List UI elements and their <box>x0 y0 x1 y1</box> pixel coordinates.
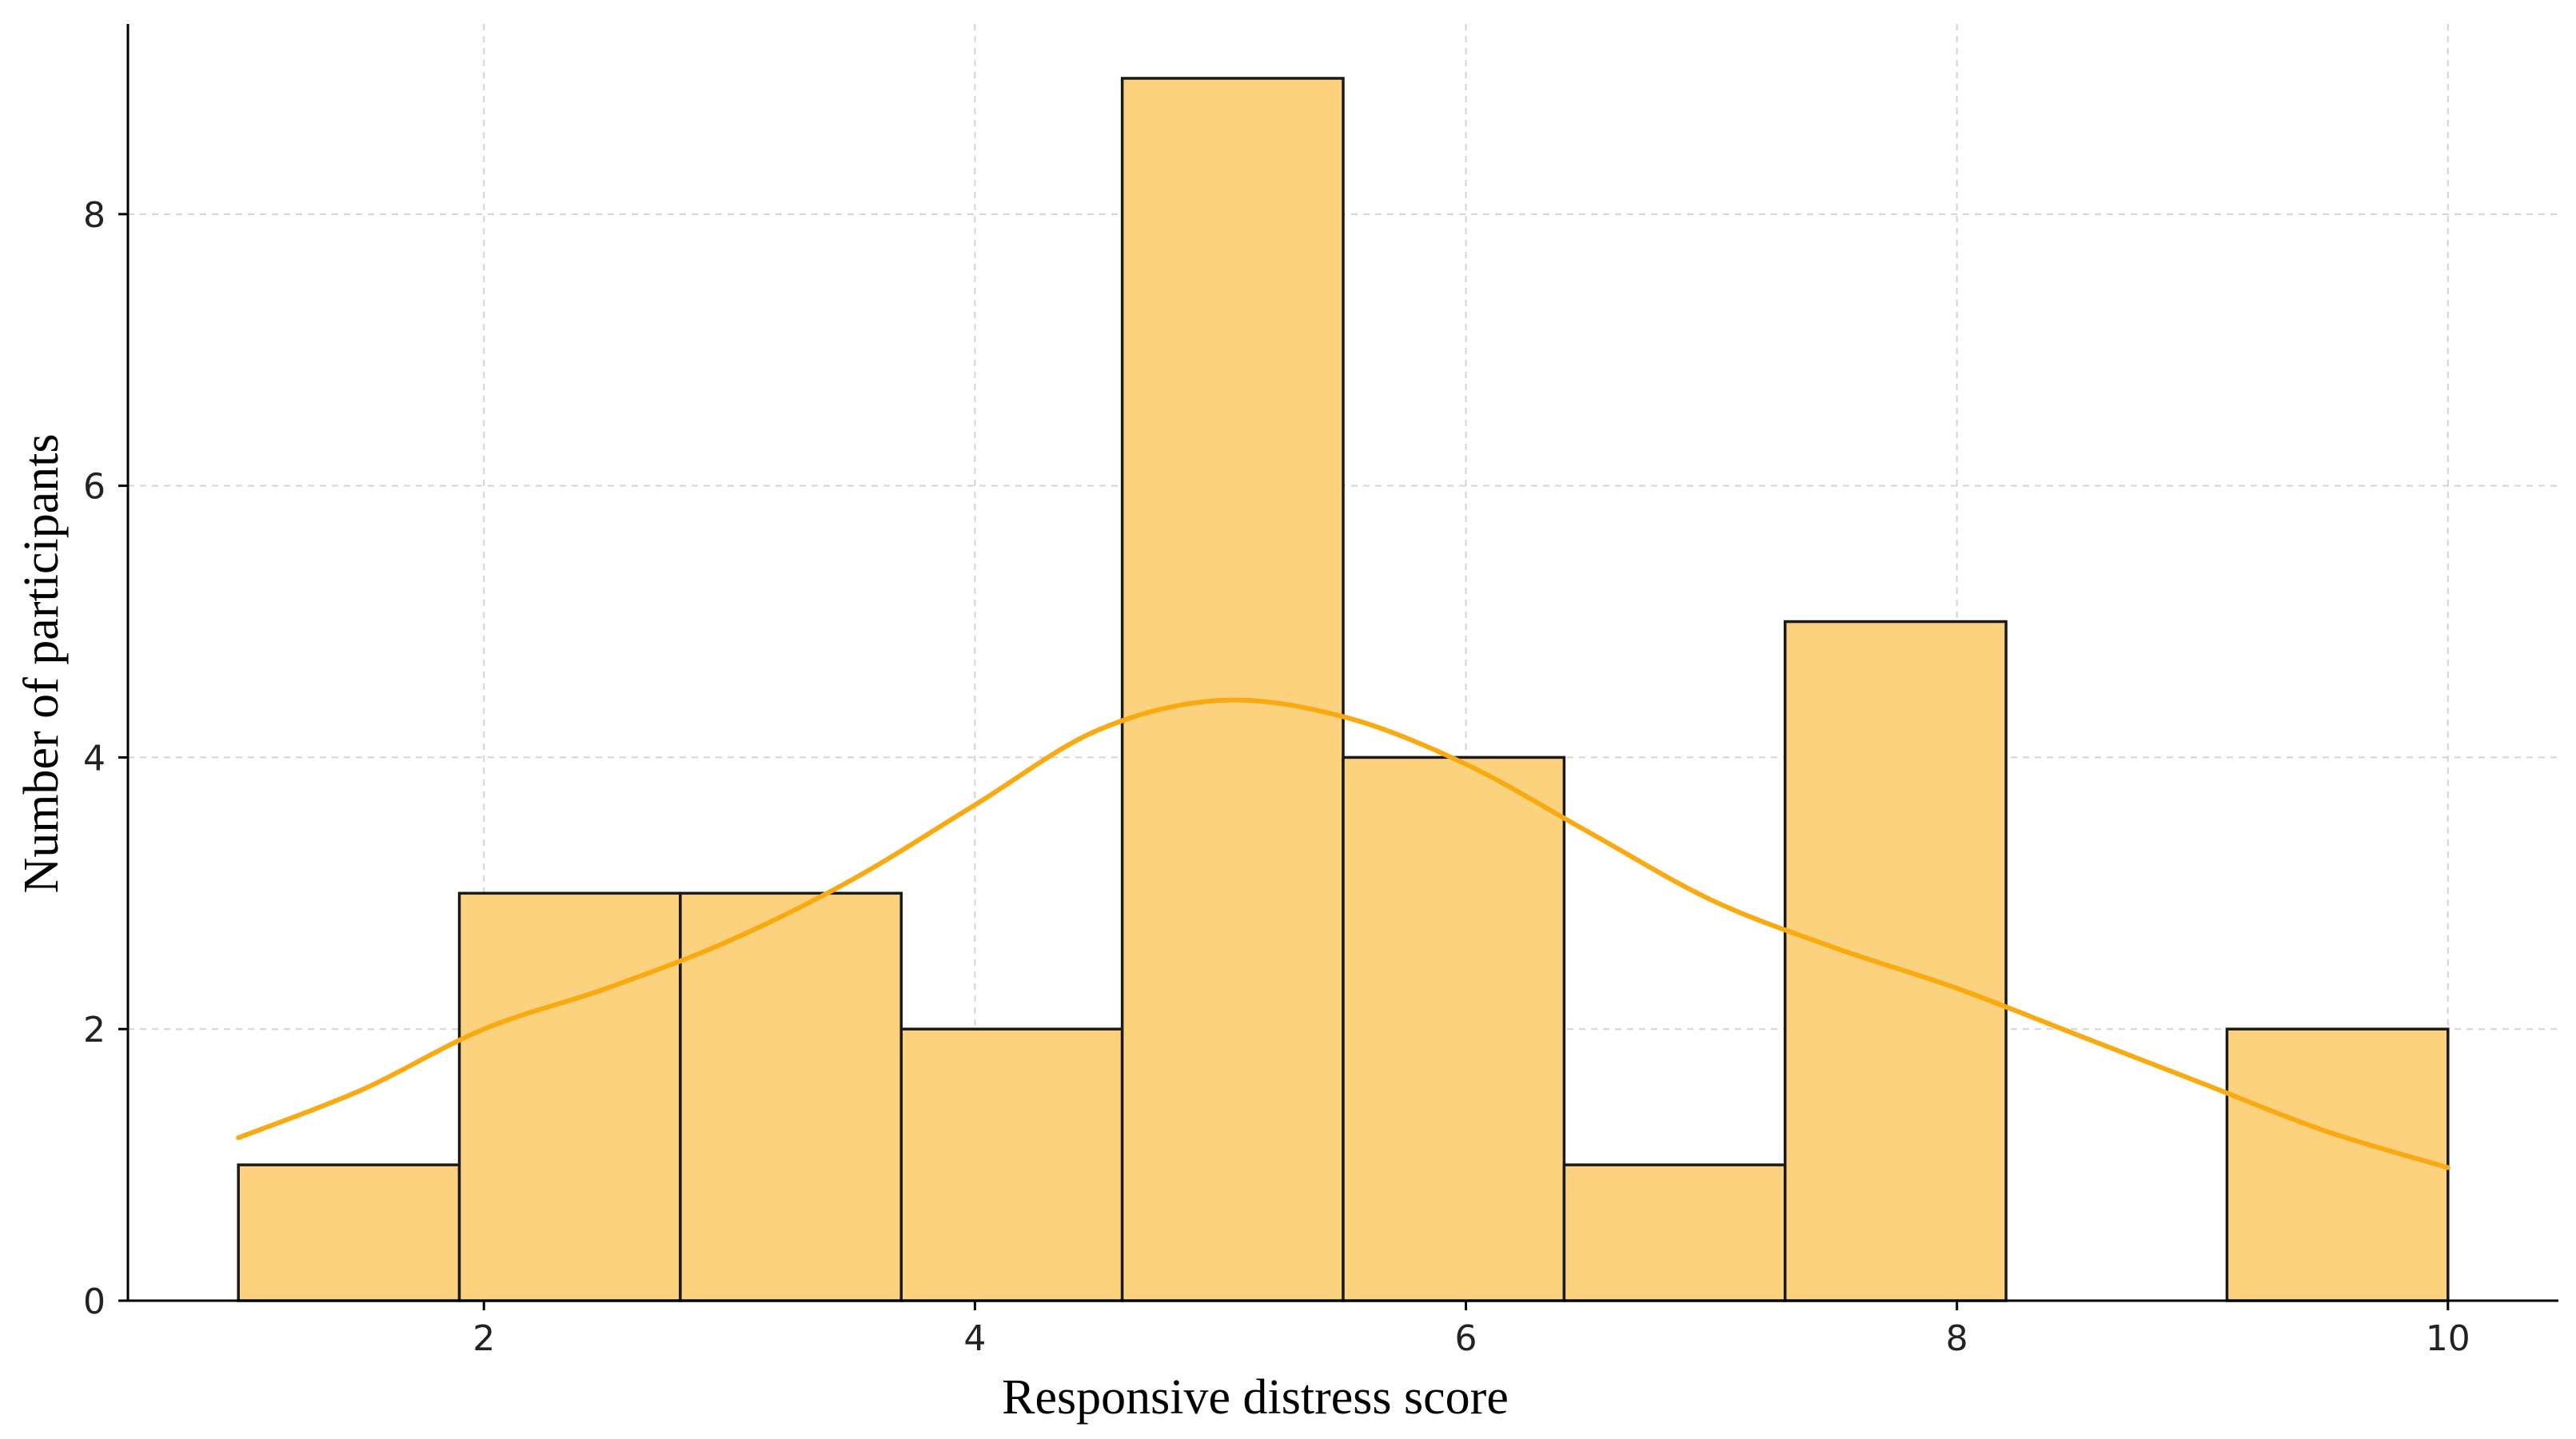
kde-curve <box>236 697 2450 1170</box>
x-tick-label: 8 <box>1946 1318 1968 1359</box>
x-tick-label: 4 <box>963 1318 986 1359</box>
histogram-bar <box>1120 77 1345 1302</box>
y-tick-label: 6 <box>83 467 106 508</box>
histogram-bar <box>899 1027 1124 1302</box>
histogram-bar <box>1342 755 1566 1302</box>
histogram-bar <box>237 1163 461 1302</box>
histogram-bar <box>679 891 903 1302</box>
x-tick-label: 6 <box>1455 1318 1477 1359</box>
histogram-bar <box>1783 620 2008 1302</box>
y-axis-title: Number of participants <box>14 433 69 893</box>
x-axis-title: Responsive distress score <box>1002 1370 1509 1425</box>
y-tick-label: 0 <box>83 1282 106 1322</box>
kde-layer <box>236 697 2450 1170</box>
tick-layer: 2 4 6 8 10 0 2 4 6 8 <box>83 195 2470 1359</box>
x-tick-label: 2 <box>473 1318 495 1359</box>
y-tick-label: 8 <box>83 195 106 236</box>
bar-layer <box>237 77 2450 1302</box>
y-tick-label: 4 <box>83 738 106 779</box>
y-tick-label: 2 <box>83 1010 106 1050</box>
histogram-bar <box>457 891 682 1302</box>
axis-layer <box>126 24 2558 1302</box>
x-tick-label: 10 <box>2426 1318 2470 1359</box>
histogram-bar <box>1562 1163 1787 1302</box>
histogram-bar <box>2225 1027 2450 1302</box>
